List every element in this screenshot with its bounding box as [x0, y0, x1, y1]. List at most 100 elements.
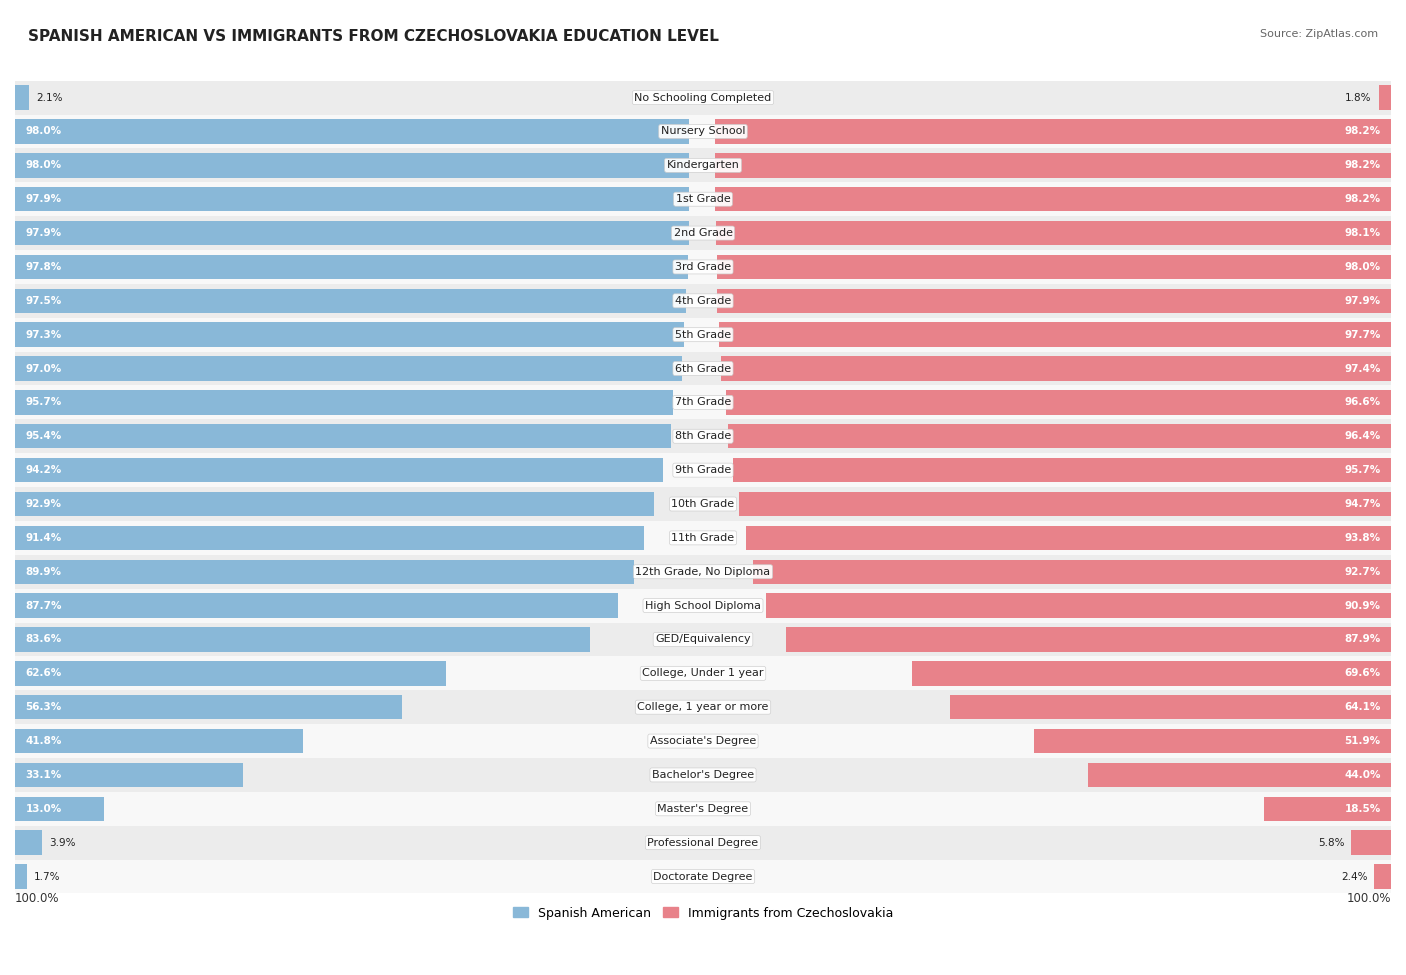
Text: 83.6%: 83.6% — [25, 635, 62, 644]
Bar — [721, 356, 1391, 380]
Bar — [15, 284, 1391, 318]
Text: High School Diploma: High School Diploma — [645, 601, 761, 610]
Bar — [727, 390, 1391, 414]
Text: 95.7%: 95.7% — [1344, 465, 1381, 475]
Bar — [15, 148, 1391, 182]
Bar — [733, 458, 1391, 483]
Text: Associate's Degree: Associate's Degree — [650, 736, 756, 746]
Bar — [15, 86, 30, 110]
Bar — [15, 424, 671, 448]
Text: 98.2%: 98.2% — [1344, 160, 1381, 171]
Text: 2nd Grade: 2nd Grade — [673, 228, 733, 238]
Bar — [754, 560, 1391, 584]
Bar — [15, 488, 1391, 521]
Bar — [15, 289, 686, 313]
Text: 94.2%: 94.2% — [25, 465, 62, 475]
Bar — [15, 453, 1391, 488]
Bar — [1033, 729, 1391, 754]
Text: Kindergarten: Kindergarten — [666, 160, 740, 171]
Text: 97.8%: 97.8% — [25, 262, 62, 272]
Text: 12th Grade, No Diploma: 12th Grade, No Diploma — [636, 566, 770, 577]
Bar — [716, 187, 1391, 212]
Text: 93.8%: 93.8% — [1344, 533, 1381, 543]
Text: 4th Grade: 4th Grade — [675, 295, 731, 306]
Text: 98.2%: 98.2% — [1344, 127, 1381, 136]
Text: 100.0%: 100.0% — [1347, 892, 1391, 905]
Bar — [717, 254, 1391, 279]
Bar — [15, 661, 446, 685]
Text: 6th Grade: 6th Grade — [675, 364, 731, 373]
Bar — [1088, 762, 1391, 787]
Bar — [15, 690, 1391, 724]
Bar — [15, 831, 42, 855]
Text: 3rd Grade: 3rd Grade — [675, 262, 731, 272]
Text: Professional Degree: Professional Degree — [647, 838, 759, 847]
Bar — [15, 221, 689, 246]
Bar — [15, 318, 1391, 352]
Text: 33.1%: 33.1% — [25, 770, 62, 780]
Bar — [15, 792, 1391, 826]
Text: 97.0%: 97.0% — [25, 364, 62, 373]
Text: 97.3%: 97.3% — [25, 330, 62, 339]
Bar — [15, 865, 27, 889]
Text: 98.0%: 98.0% — [25, 127, 62, 136]
Bar — [786, 627, 1391, 651]
Text: GED/Equivalency: GED/Equivalency — [655, 635, 751, 644]
Bar — [1379, 86, 1391, 110]
Bar — [1264, 797, 1391, 821]
Text: 11th Grade: 11th Grade — [672, 533, 734, 543]
Bar — [15, 352, 1391, 385]
Text: 9th Grade: 9th Grade — [675, 465, 731, 475]
Bar — [15, 860, 1391, 893]
Text: 91.4%: 91.4% — [25, 533, 62, 543]
Text: 5.8%: 5.8% — [1317, 838, 1344, 847]
Bar — [15, 458, 664, 483]
Bar — [15, 623, 1391, 656]
Bar — [15, 762, 243, 787]
Bar — [15, 182, 1391, 216]
Text: 5th Grade: 5th Grade — [675, 330, 731, 339]
Bar — [15, 589, 1391, 623]
Bar — [15, 758, 1391, 792]
Text: 8th Grade: 8th Grade — [675, 431, 731, 442]
Text: 97.9%: 97.9% — [25, 228, 62, 238]
Bar — [15, 560, 634, 584]
Text: Bachelor's Degree: Bachelor's Degree — [652, 770, 754, 780]
Text: 89.9%: 89.9% — [25, 566, 62, 577]
Legend: Spanish American, Immigrants from Czechoslovakia: Spanish American, Immigrants from Czecho… — [508, 902, 898, 924]
Text: 98.2%: 98.2% — [1344, 194, 1381, 204]
Bar — [1375, 865, 1391, 889]
Bar — [15, 385, 1391, 419]
Bar — [15, 114, 1391, 148]
Bar — [15, 627, 591, 651]
Text: 92.9%: 92.9% — [25, 499, 62, 509]
Bar — [15, 555, 1391, 589]
Bar — [15, 695, 402, 720]
Bar — [15, 216, 1391, 250]
Bar — [718, 323, 1391, 347]
Text: 56.3%: 56.3% — [25, 702, 62, 712]
Bar — [912, 661, 1391, 685]
Text: 98.0%: 98.0% — [1344, 262, 1381, 272]
Bar — [950, 695, 1391, 720]
Bar — [716, 119, 1391, 143]
Text: 97.4%: 97.4% — [1344, 364, 1381, 373]
Bar — [745, 526, 1391, 550]
Text: 18.5%: 18.5% — [1344, 803, 1381, 814]
Text: 2.4%: 2.4% — [1341, 872, 1368, 881]
Text: 7th Grade: 7th Grade — [675, 398, 731, 408]
Bar — [15, 356, 682, 380]
Text: College, Under 1 year: College, Under 1 year — [643, 668, 763, 679]
Bar — [15, 521, 1391, 555]
Text: 62.6%: 62.6% — [25, 668, 62, 679]
Text: 94.7%: 94.7% — [1344, 499, 1381, 509]
Bar — [15, 797, 104, 821]
Bar — [740, 491, 1391, 516]
Text: Nursery School: Nursery School — [661, 127, 745, 136]
Text: 3.9%: 3.9% — [49, 838, 75, 847]
Text: 87.7%: 87.7% — [25, 601, 62, 610]
Text: 95.4%: 95.4% — [25, 431, 62, 442]
Bar — [15, 254, 688, 279]
Bar — [15, 81, 1391, 114]
Text: 100.0%: 100.0% — [15, 892, 59, 905]
